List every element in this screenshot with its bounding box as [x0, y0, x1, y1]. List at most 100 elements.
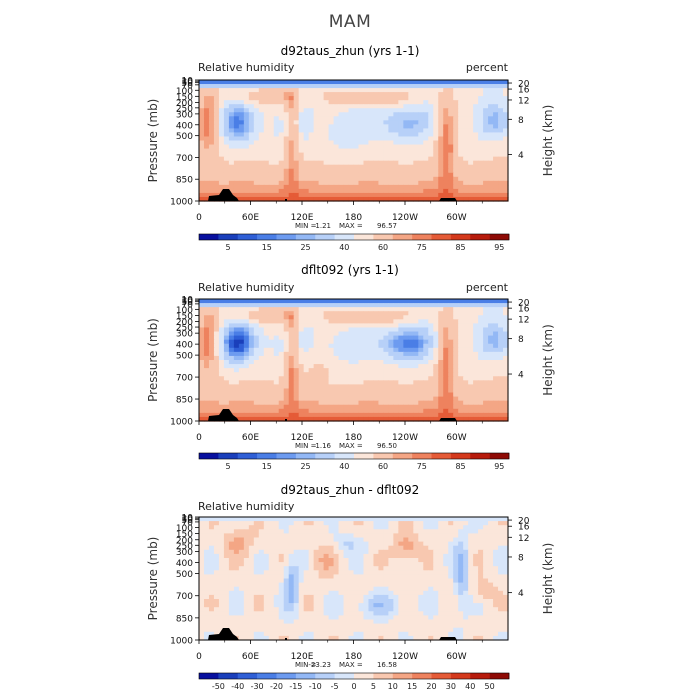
field-cell — [488, 299, 494, 304]
field-cell — [268, 160, 275, 166]
field-cell — [383, 384, 389, 390]
field-cell — [498, 388, 504, 394]
field-cell — [358, 347, 365, 353]
field-cell — [433, 160, 439, 166]
field-cell — [383, 408, 389, 414]
field-cell — [298, 400, 305, 406]
field-cell — [343, 529, 350, 534]
field-cell — [388, 156, 394, 162]
field-cell — [348, 412, 355, 418]
field-cell — [313, 160, 320, 166]
field-cell — [243, 582, 250, 588]
field-cell — [373, 108, 380, 113]
field-cell — [398, 315, 404, 320]
field-cell — [398, 578, 404, 584]
field-cell — [288, 364, 295, 369]
field-cell — [468, 92, 474, 97]
field-cell — [303, 315, 310, 320]
field-cell — [488, 355, 494, 361]
field-cell — [493, 384, 499, 390]
field-cell — [403, 355, 409, 361]
field-cell — [223, 545, 230, 551]
field-cell — [298, 562, 305, 567]
field-cell — [338, 553, 345, 559]
variable-label: Relative humidity — [198, 281, 295, 294]
field-cell — [488, 303, 494, 308]
pressure-tick-label: 70 — [182, 81, 194, 91]
field-cell — [363, 196, 370, 202]
field-cell — [368, 303, 375, 308]
field-cell — [418, 108, 424, 113]
field-cell — [353, 112, 360, 117]
field-cell — [278, 376, 285, 381]
field-cell — [418, 521, 424, 526]
field-cell — [343, 96, 350, 101]
field-cell — [463, 570, 469, 575]
field-cell — [213, 303, 220, 308]
field-cell — [253, 116, 260, 121]
field-cell — [268, 172, 275, 178]
field-cell — [428, 525, 434, 530]
field-cell — [473, 347, 479, 353]
field-cell — [368, 140, 375, 146]
field-cell — [228, 335, 235, 341]
field-cell — [238, 168, 245, 174]
field-cell — [423, 549, 429, 555]
min-value: 1.21 — [315, 222, 331, 230]
field-cell — [423, 128, 429, 134]
field-cell — [208, 100, 215, 105]
field-cell — [313, 586, 320, 592]
field-cell — [223, 388, 230, 394]
field-cell — [493, 558, 499, 563]
field-cell — [208, 364, 215, 369]
field-cell — [268, 100, 275, 105]
field-cell — [218, 160, 225, 166]
field-cell — [503, 112, 509, 117]
field-cell — [328, 160, 335, 166]
field-cell — [438, 355, 444, 361]
field-cell — [348, 96, 355, 101]
field-cell — [373, 416, 380, 422]
field-cell — [458, 347, 464, 353]
field-cell — [298, 96, 305, 101]
field-cell — [258, 136, 265, 142]
field-cell — [478, 148, 484, 154]
field-cell — [243, 180, 250, 186]
field-cell — [373, 311, 380, 316]
field-cell — [493, 404, 499, 410]
field-cell — [498, 380, 504, 385]
field-cell — [248, 112, 255, 117]
field-cell — [418, 323, 424, 329]
field-cell — [248, 335, 255, 341]
field-cell — [483, 172, 489, 178]
field-cell — [273, 156, 280, 162]
field-cell — [368, 380, 375, 385]
field-cell — [378, 116, 384, 121]
field-cell — [278, 562, 285, 567]
field-cell — [408, 364, 414, 369]
field-cell — [288, 558, 295, 563]
field-cell — [483, 525, 489, 530]
field-cell — [263, 84, 270, 89]
field-cell — [228, 558, 235, 563]
field-cell — [373, 335, 380, 341]
field-cell — [408, 92, 414, 97]
field-cell — [258, 327, 265, 333]
colorbar-swatch — [218, 234, 239, 240]
field-cell — [453, 339, 459, 345]
field-cell — [208, 168, 215, 174]
field-cell — [383, 558, 389, 563]
field-cell — [478, 100, 484, 105]
field-cell — [238, 355, 245, 361]
field-cell — [273, 80, 280, 85]
field-cell — [373, 541, 380, 547]
field-cell — [308, 586, 315, 592]
field-cell — [393, 172, 399, 178]
field-cell — [413, 184, 419, 190]
field-cell — [223, 549, 230, 555]
field-cell — [473, 124, 479, 129]
field-cell — [398, 388, 404, 394]
field-cell — [243, 84, 250, 89]
field-cell — [458, 152, 464, 158]
